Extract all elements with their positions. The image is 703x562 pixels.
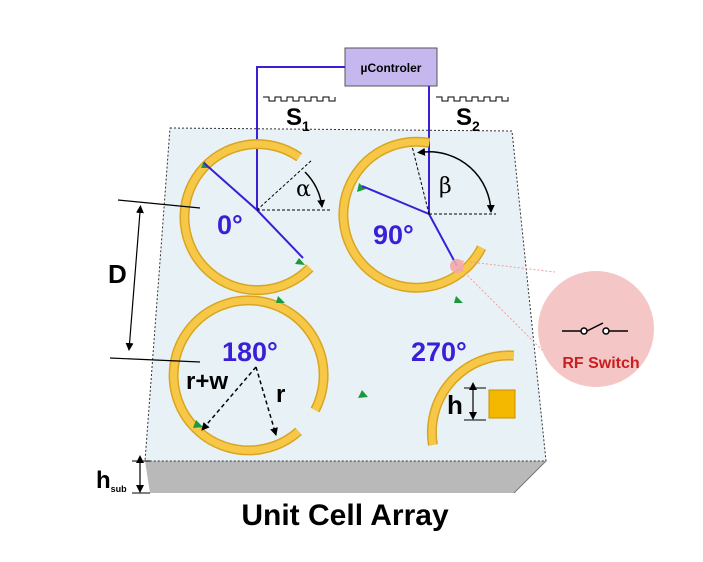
switch-marker xyxy=(276,296,285,303)
rf-switch-label: RF Switch xyxy=(562,355,639,372)
substrate-height-label: hsub xyxy=(96,467,127,494)
rf-switch-spot xyxy=(450,259,464,273)
ring-switch-markers xyxy=(193,161,463,428)
controller-box xyxy=(344,47,438,87)
cell-180-geometry xyxy=(201,366,278,436)
phase-label-cell-270: 270° xyxy=(411,337,467,367)
split-ring-resonators xyxy=(168,136,515,456)
controller-label: µControler xyxy=(361,61,422,75)
outer-radius-label: r+w xyxy=(186,368,228,395)
waveform-s1 xyxy=(263,96,336,102)
switch-marker xyxy=(357,183,366,192)
substrate-right-edge xyxy=(513,460,547,494)
phase-label-cell-180: 180° xyxy=(222,337,278,367)
substrate-side xyxy=(145,461,546,493)
ring-cell-0 xyxy=(179,139,314,296)
phase-label-cell-0: 0° xyxy=(217,210,243,240)
switch-marker xyxy=(295,258,305,265)
cell-90-geometry: β xyxy=(361,145,496,267)
rf-switch-circle xyxy=(538,271,654,387)
beta-arc xyxy=(417,147,495,213)
waveform-s2 xyxy=(436,96,509,102)
signal-2-label: S2 xyxy=(456,104,480,134)
phase-label-cell-90: 90° xyxy=(373,220,414,250)
signal-1-label: S1 xyxy=(286,104,310,134)
switch-symbol xyxy=(562,322,628,335)
cell-0-geometry: α xyxy=(203,159,332,259)
diagram-caption: Unit Cell Array xyxy=(241,499,449,532)
height-label: h xyxy=(447,390,463,420)
metal-thickness-block xyxy=(488,389,516,419)
inner-radius-label: r xyxy=(276,381,285,408)
ring-cell-180 xyxy=(168,295,329,456)
switch-marker xyxy=(454,296,463,303)
ring-cell-270 xyxy=(426,350,515,446)
ring-cell-90 xyxy=(338,136,487,293)
switch-marker xyxy=(358,390,368,398)
control-line-1 xyxy=(256,66,345,210)
rf-switch-callout: RF Switch xyxy=(450,259,654,387)
alpha-arc xyxy=(304,171,326,208)
alpha-label: α xyxy=(296,177,311,202)
spacing-label: D xyxy=(108,259,127,289)
spacing-dimension xyxy=(109,199,201,363)
beta-label: β xyxy=(439,174,452,199)
switch-marker xyxy=(193,420,203,428)
signal-waveforms xyxy=(263,96,509,102)
substrate-top xyxy=(144,127,547,462)
microcontroller: µControler xyxy=(344,47,438,87)
